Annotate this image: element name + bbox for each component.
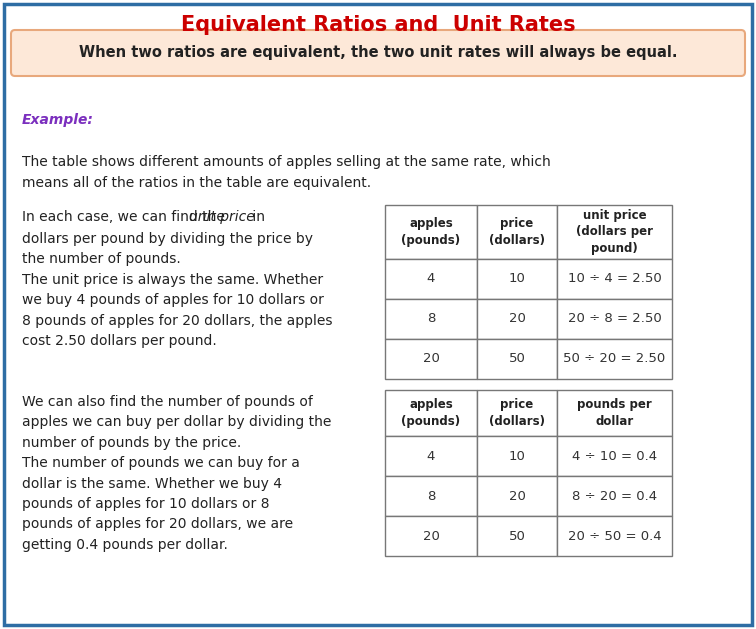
Bar xyxy=(385,390,477,436)
Text: pounds per
dollar: pounds per dollar xyxy=(577,398,652,428)
Text: apples
(pounds): apples (pounds) xyxy=(401,398,460,428)
Text: 50: 50 xyxy=(509,530,525,542)
Bar xyxy=(385,339,477,379)
Bar xyxy=(385,476,477,516)
Text: dollars per pound by dividing the price by
the number of pounds.
The unit price : dollars per pound by dividing the price … xyxy=(22,232,333,348)
Bar xyxy=(557,476,672,516)
Text: price
(dollars): price (dollars) xyxy=(489,398,545,428)
Bar xyxy=(557,339,672,379)
Bar xyxy=(557,436,672,476)
Text: 20: 20 xyxy=(423,352,439,365)
Text: 50 ÷ 20 = 2.50: 50 ÷ 20 = 2.50 xyxy=(563,352,665,365)
Text: 4 ÷ 10 = 0.4: 4 ÷ 10 = 0.4 xyxy=(572,450,657,462)
Text: When two ratios are equivalent, the two unit rates will always be equal.: When two ratios are equivalent, the two … xyxy=(79,45,677,60)
Text: 8: 8 xyxy=(427,313,435,325)
Bar xyxy=(385,436,477,476)
Text: The table shows different amounts of apples selling at the same rate, which
mean: The table shows different amounts of app… xyxy=(22,155,551,189)
Text: 20 ÷ 50 = 0.4: 20 ÷ 50 = 0.4 xyxy=(568,530,662,542)
Bar xyxy=(477,339,557,379)
Bar xyxy=(477,436,557,476)
Text: 8 ÷ 20 = 0.4: 8 ÷ 20 = 0.4 xyxy=(572,489,657,503)
Bar xyxy=(385,516,477,556)
Text: 4: 4 xyxy=(427,272,435,286)
Text: unit price
(dollars per
pound): unit price (dollars per pound) xyxy=(576,209,653,255)
Text: in: in xyxy=(248,210,265,224)
Bar xyxy=(477,299,557,339)
Text: 10 ÷ 4 = 2.50: 10 ÷ 4 = 2.50 xyxy=(568,272,662,286)
Text: In each case, we can find the: In each case, we can find the xyxy=(22,210,229,224)
Text: 20: 20 xyxy=(423,530,439,542)
Bar xyxy=(385,205,477,259)
Text: 4: 4 xyxy=(427,450,435,462)
Text: We can also find the number of pounds of
apples we can buy per dollar by dividin: We can also find the number of pounds of… xyxy=(22,395,331,552)
Bar xyxy=(477,205,557,259)
Text: 20 ÷ 8 = 2.50: 20 ÷ 8 = 2.50 xyxy=(568,313,662,325)
Bar xyxy=(477,390,557,436)
Text: unit price: unit price xyxy=(188,210,254,224)
Text: apples
(pounds): apples (pounds) xyxy=(401,217,460,247)
Text: 20: 20 xyxy=(509,313,525,325)
Text: Equivalent Ratios and  Unit Rates: Equivalent Ratios and Unit Rates xyxy=(181,15,575,35)
Bar xyxy=(477,516,557,556)
FancyBboxPatch shape xyxy=(11,30,745,76)
Text: 20: 20 xyxy=(509,489,525,503)
Text: 10: 10 xyxy=(509,272,525,286)
Text: 10: 10 xyxy=(509,450,525,462)
Text: Example:: Example: xyxy=(22,113,94,127)
Bar xyxy=(477,476,557,516)
FancyBboxPatch shape xyxy=(4,4,752,625)
Text: 8: 8 xyxy=(427,489,435,503)
Text: price
(dollars): price (dollars) xyxy=(489,217,545,247)
Bar xyxy=(557,205,672,259)
Bar xyxy=(557,299,672,339)
Bar xyxy=(557,259,672,299)
Text: 50: 50 xyxy=(509,352,525,365)
Bar xyxy=(557,516,672,556)
Bar xyxy=(557,390,672,436)
Bar xyxy=(477,259,557,299)
Bar xyxy=(385,299,477,339)
Bar xyxy=(385,259,477,299)
